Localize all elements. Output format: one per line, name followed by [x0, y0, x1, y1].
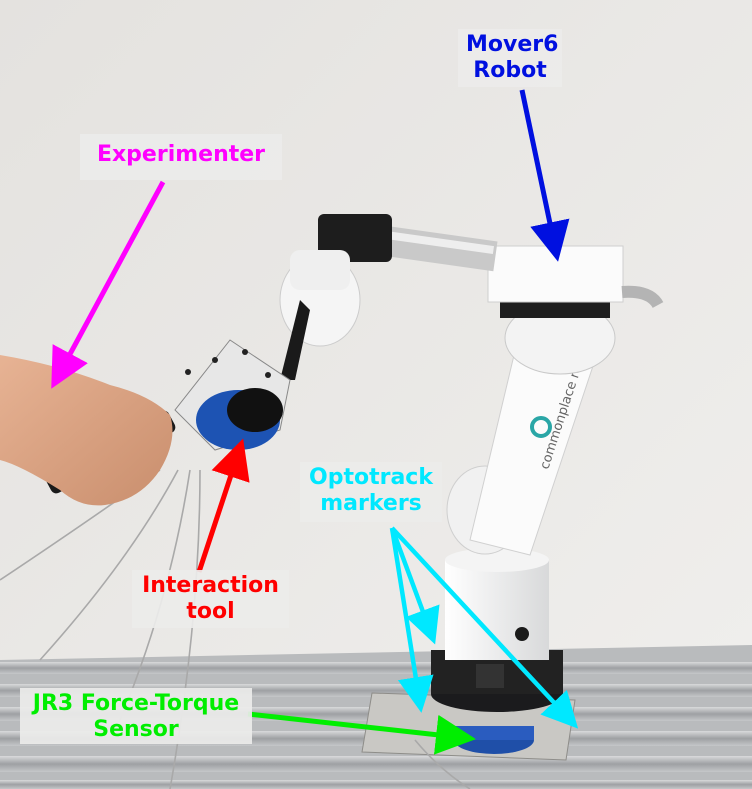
jr3-sensor-label: JR3 Force-Torque Sensor: [20, 688, 252, 744]
interaction-arrow: [196, 438, 250, 573]
optotrack-markers-label: Optotrack markers: [300, 462, 442, 522]
jr3-label-line2: Sensor: [93, 717, 179, 742]
experimenter-label: Experimenter: [80, 134, 282, 180]
mover6-label-line2: Robot: [473, 58, 547, 83]
interaction-tool: [174, 339, 291, 451]
robot-wrist: [279, 250, 361, 380]
optotrack-arrow-2: [389, 527, 434, 713]
interaction-label-line2: tool: [186, 599, 235, 624]
experimenter-label-text: Experimenter: [96, 142, 266, 167]
optotrack-arrow-1: [389, 527, 440, 645]
jr3-label-line1: JR3 Force-Torque: [32, 691, 240, 716]
mover6-robot-label: Mover6 Robot: [458, 29, 562, 87]
optotrack-arrow-3: [390, 526, 579, 729]
experimenter-arrow: [51, 180, 166, 389]
interaction-tool-label: Interaction tool: [132, 570, 289, 628]
optotrack-label-line1: Optotrack: [309, 465, 433, 490]
interaction-label-line1: Interaction: [142, 573, 279, 598]
optotrack-label-line2: markers: [320, 491, 422, 516]
mover6-label-line1: Mover6: [466, 32, 559, 57]
jr3-arrow: [247, 711, 476, 755]
mover6-arrow: [519, 89, 570, 262]
experimenter-hand: [0, 355, 176, 506]
robot-lower-arm: commonplace robotics: [446, 326, 601, 556]
robot-base: [431, 548, 563, 712]
